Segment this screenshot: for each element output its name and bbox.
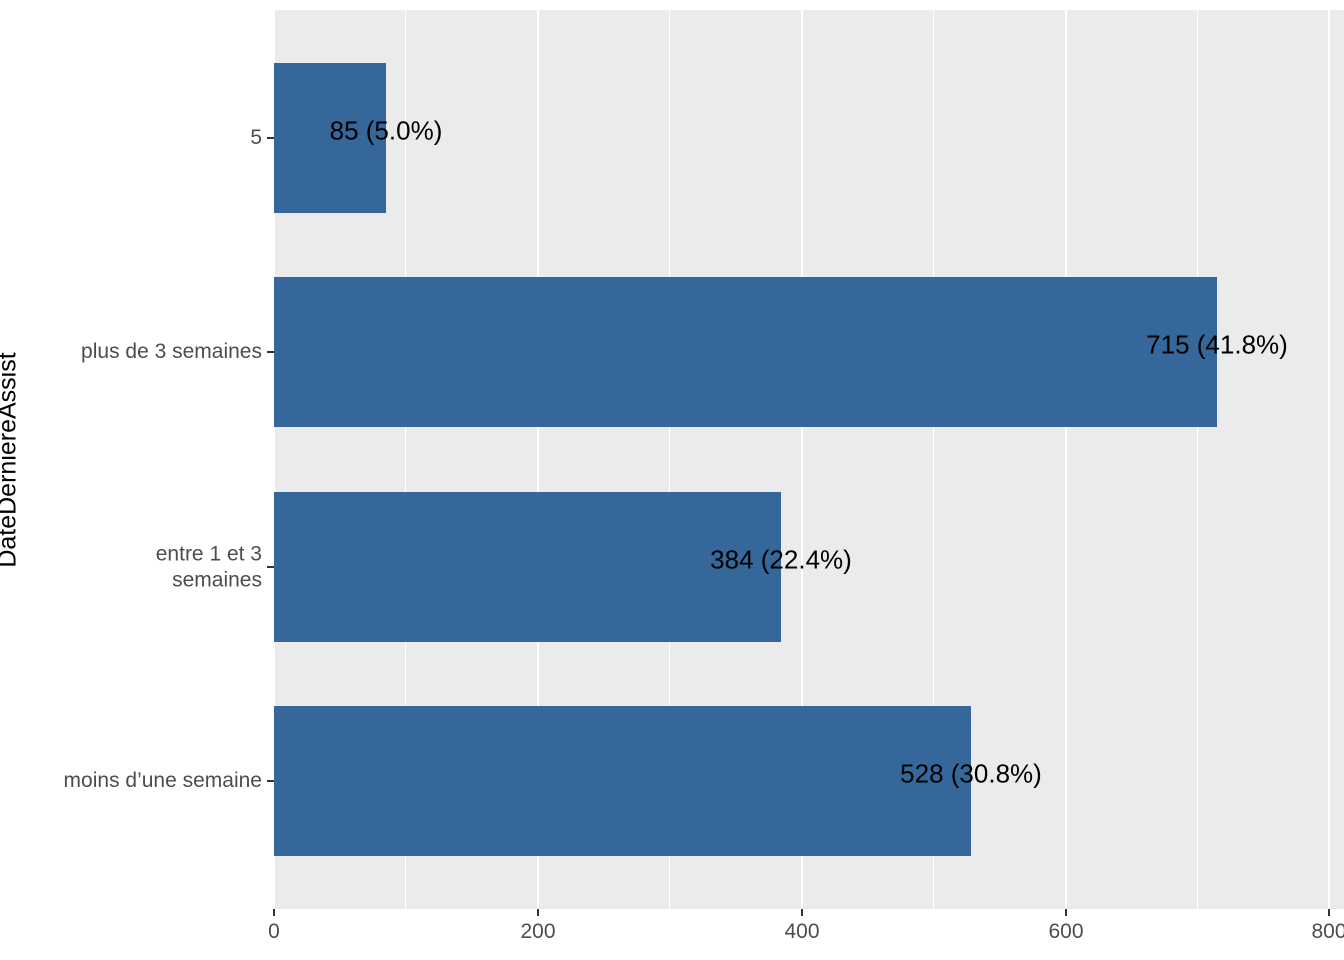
x-axis-tick-label: 600 xyxy=(1048,920,1084,943)
bar xyxy=(274,277,1217,427)
y-axis-tick-mark xyxy=(267,566,274,568)
x-axis-tick-mark xyxy=(1065,909,1067,916)
gridline-major-vertical xyxy=(274,10,275,909)
bar xyxy=(274,63,386,213)
x-axis-tick-mark xyxy=(1328,909,1330,916)
y-axis-tick-label: 5 xyxy=(250,126,262,150)
plot-panel: 85 (5.0%) 715 (41.8%) 384 (22.4%) 528 (30.8… xyxy=(274,10,1344,909)
y-axis-title: DateDerniereAssist xyxy=(0,352,22,568)
gridline-major-vertical xyxy=(1064,10,1067,909)
gridline-major-vertical xyxy=(1328,10,1331,909)
gridline-major-vertical xyxy=(800,10,803,909)
x-axis-tick-label: 0 xyxy=(268,920,280,943)
y-axis-tick-mark xyxy=(267,780,274,782)
gridline-minor-vertical xyxy=(933,10,935,909)
x-axis-tick-mark xyxy=(273,909,275,916)
y-axis-tick-label: plus de 3 semaines xyxy=(81,340,262,364)
x-axis-tick-mark xyxy=(537,909,539,916)
gridline-minor-vertical xyxy=(669,10,671,909)
y-axis-tick-label: entre 1 et 3 semaines xyxy=(155,542,262,591)
x-axis-tick-label: 800 xyxy=(1311,920,1344,943)
y-axis-tick-mark xyxy=(267,137,274,139)
x-axis-tick-label: 200 xyxy=(520,920,556,943)
gridline-minor-vertical xyxy=(405,10,407,909)
bar-value-label: 715 (41.8%) xyxy=(1146,329,1288,360)
bar xyxy=(274,492,781,642)
bar xyxy=(274,706,971,856)
bar-value-label: 384 (22.4%) xyxy=(710,544,852,575)
x-axis-tick-mark xyxy=(801,909,803,916)
x-axis-tick-label: 400 xyxy=(784,920,820,943)
bar-value-label: 85 (5.0%) xyxy=(329,115,443,146)
y-axis-tick-mark xyxy=(267,351,274,353)
gridline-major-vertical xyxy=(536,10,539,909)
bar-value-label: 528 (30.8%) xyxy=(900,758,1042,789)
gridline-minor-vertical xyxy=(1197,10,1199,909)
y-axis-tick-label: moins d’une semaine xyxy=(63,769,262,793)
